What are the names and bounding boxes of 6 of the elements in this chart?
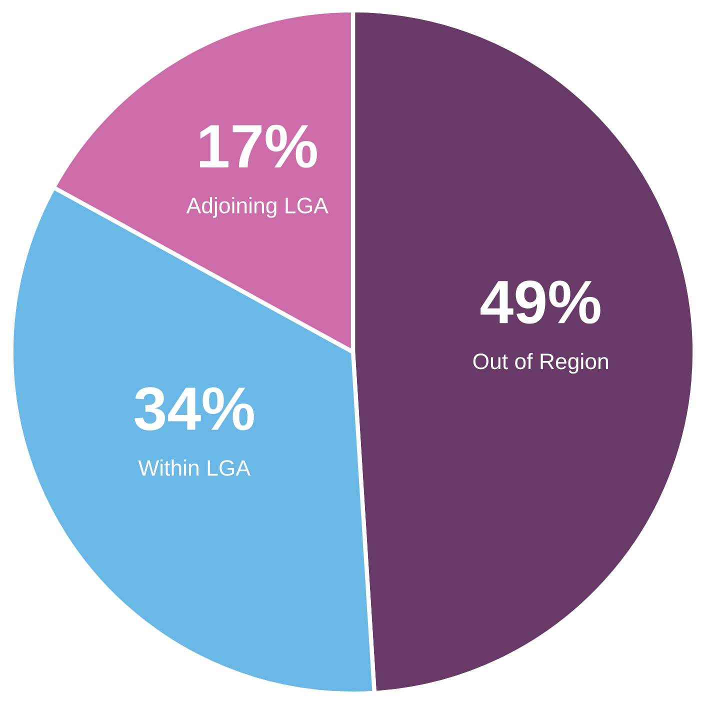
data-label: 17% bbox=[200, 124, 317, 168]
data-label: 49% bbox=[480, 280, 600, 324]
data-label: 34% bbox=[134, 387, 254, 430]
slice-label: Adjoining LGA bbox=[186, 197, 328, 218]
slice-label: Out of Region bbox=[473, 352, 608, 374]
slice-label: Within LGA bbox=[138, 460, 250, 476]
